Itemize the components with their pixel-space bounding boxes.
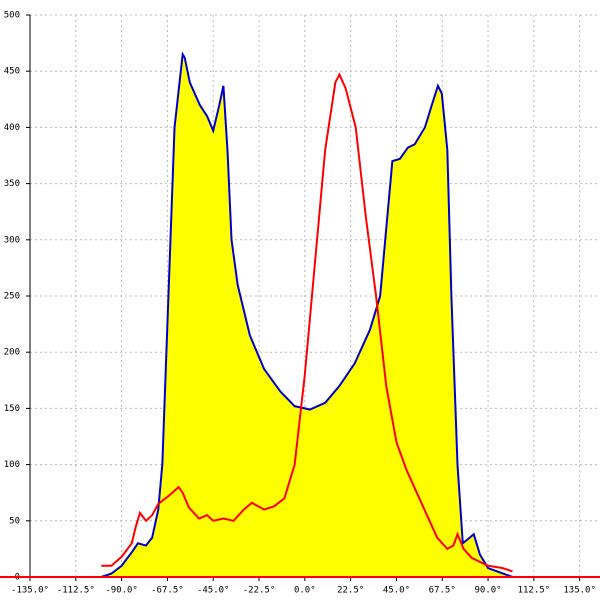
x-tick-label: -45.0° xyxy=(197,586,230,596)
x-tick-label: 90.0° xyxy=(474,586,501,596)
y-tick-label: 450 xyxy=(4,67,20,77)
x-tick-label: 0.0° xyxy=(294,586,316,596)
x-tick-label: -67.5° xyxy=(151,586,184,596)
y-tick-label: 150 xyxy=(4,404,20,414)
series-line xyxy=(100,51,513,578)
y-tick-label: 50 xyxy=(9,516,20,526)
y-tick-label: 250 xyxy=(4,292,20,302)
y-tick-label: 200 xyxy=(4,348,20,358)
x-tick-label: -90.0° xyxy=(105,586,138,596)
x-tick-label: 22.5° xyxy=(337,586,364,596)
y-tick-label: 350 xyxy=(4,179,20,189)
y-tick-label: 500 xyxy=(4,11,20,21)
x-tick-label: -112.5° xyxy=(57,586,95,596)
x-tick-label: 112.5° xyxy=(518,586,551,596)
x-tick-label: 135.0° xyxy=(563,586,596,596)
y-tick-label: 400 xyxy=(4,123,20,133)
x-tick-label: -135.0° xyxy=(11,586,49,596)
x-tick-label: 67.5° xyxy=(429,586,456,596)
y-tick-label: 300 xyxy=(4,235,20,245)
x-tick-label: 45.0° xyxy=(383,586,410,596)
series-line xyxy=(101,72,513,573)
x-tick-label: -22.5° xyxy=(243,586,276,596)
y-tick-label: 100 xyxy=(4,460,20,470)
area-fill xyxy=(101,54,513,577)
